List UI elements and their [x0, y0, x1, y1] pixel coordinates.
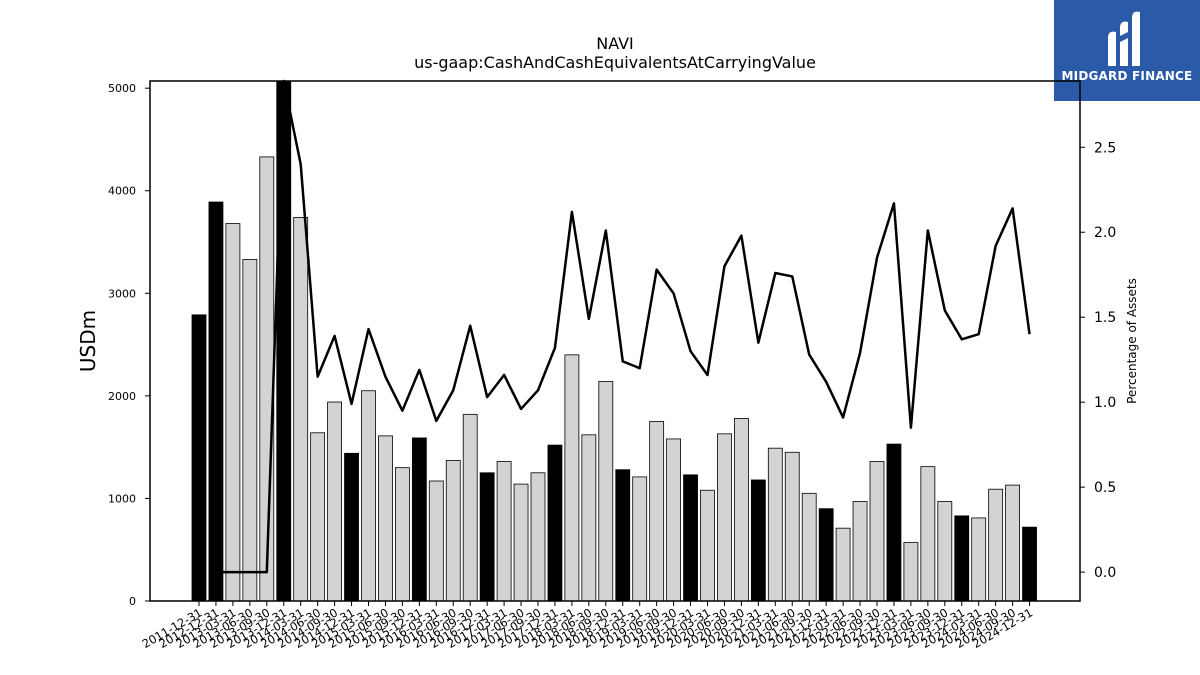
y-tick-label: 5000 — [108, 82, 136, 95]
bar — [327, 401, 343, 602]
bar — [852, 501, 868, 602]
line-series — [215, 79, 1031, 574]
y2-tick-label: 1.5 — [1094, 310, 1116, 326]
brand-name: MIDGARD FINANCE — [1061, 69, 1193, 83]
x-axis: 2011-12-312012-12-312013-03-312013-06-30… — [140, 601, 1035, 651]
bar — [547, 444, 563, 602]
series-line — [215, 79, 1031, 574]
bar — [784, 451, 800, 602]
y2-tick-label: 2.5 — [1094, 140, 1116, 156]
midgard-logo-icon — [1108, 11, 1140, 67]
y-tick-label: 2000 — [108, 390, 136, 403]
right-axis: 0.0 0.5 1.0 1.5 2.0 2.5 — [1080, 140, 1116, 581]
bar — [445, 460, 461, 602]
bar — [293, 217, 309, 602]
bar — [428, 480, 444, 602]
brand-logo: MIDGARD FINANCE — [1054, 0, 1200, 101]
bar — [920, 466, 936, 602]
y-axis-label: USDm — [76, 310, 100, 372]
bar — [479, 472, 495, 602]
bar — [394, 467, 410, 602]
bar — [1005, 484, 1020, 602]
bar — [700, 489, 715, 602]
y-tick-label: 0 — [129, 595, 136, 608]
bar — [937, 501, 953, 602]
y2-tick-label: 1.0 — [1094, 395, 1116, 411]
y-tick-label: 3000 — [108, 287, 136, 300]
y2-tick-label: 2.0 — [1094, 225, 1116, 241]
bar — [276, 80, 292, 602]
bar — [259, 156, 275, 602]
bar — [734, 418, 749, 602]
bar — [564, 354, 580, 602]
bar — [598, 381, 614, 602]
bar-series — [191, 80, 1037, 602]
bar — [750, 479, 766, 602]
bar — [666, 438, 681, 602]
chart-title: NAVI — [596, 34, 634, 53]
bar — [818, 508, 834, 602]
bar — [954, 515, 970, 602]
bar — [971, 517, 987, 602]
bar — [886, 443, 902, 602]
bar — [378, 435, 393, 602]
bar — [242, 259, 258, 602]
bar — [767, 447, 783, 602]
chart-subtitle: us-gaap:CashAndCashEquivalentsAtCarrying… — [414, 53, 816, 72]
bar — [649, 421, 665, 602]
y2-tick-label: 0.5 — [1094, 480, 1116, 496]
bar — [462, 413, 478, 602]
bar — [344, 452, 359, 602]
bar — [615, 469, 631, 602]
bar — [513, 483, 529, 602]
bar — [903, 542, 919, 602]
y2-tick-label: 0.0 — [1094, 565, 1116, 581]
bar — [801, 492, 817, 602]
bar — [496, 461, 512, 602]
left-axis: 0 1000 2000 3000 4000 5000 — [108, 82, 150, 608]
bar — [310, 432, 326, 602]
bar — [869, 461, 885, 602]
bar — [191, 314, 207, 602]
bar — [361, 390, 376, 602]
bar — [632, 476, 648, 602]
bar — [683, 474, 698, 602]
bar — [208, 201, 224, 602]
bar — [581, 434, 597, 602]
bar — [411, 437, 427, 602]
bar — [717, 433, 732, 602]
y-tick-label: 1000 — [108, 492, 136, 505]
bar — [1022, 526, 1037, 602]
bar — [835, 527, 851, 602]
bar — [530, 472, 546, 602]
bar — [988, 488, 1004, 602]
bar — [225, 223, 241, 602]
y-tick-label: 4000 — [108, 185, 136, 198]
y2-axis-label: Percentage of Assets — [1125, 278, 1139, 404]
plot-frame — [149, 80, 1081, 602]
